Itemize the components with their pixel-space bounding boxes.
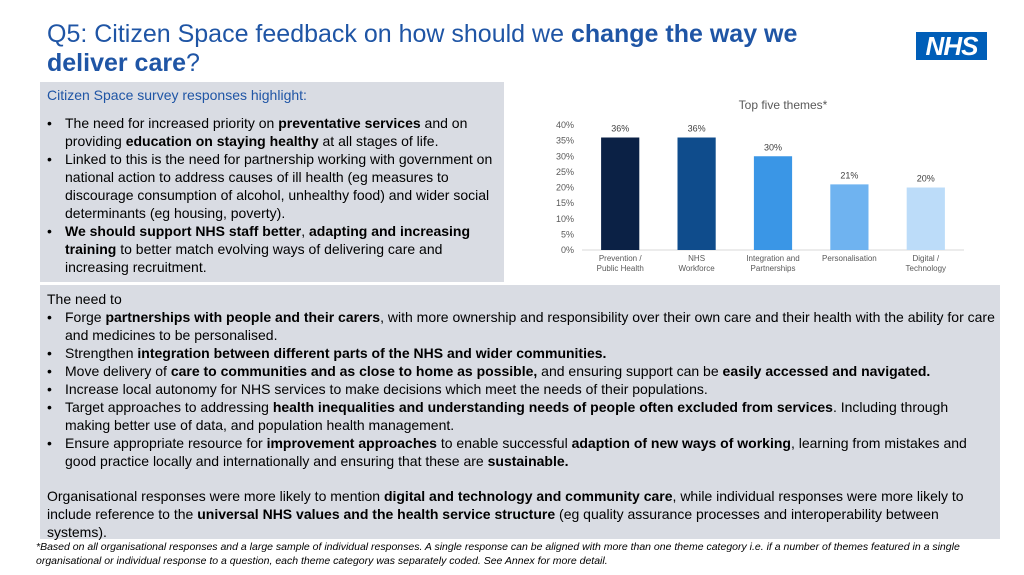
bold-text-run: care to communities and as close to home… <box>170 363 538 379</box>
data-label: 20% <box>917 174 935 184</box>
text-run: The need for increased priority on <box>65 115 279 131</box>
text-run: , while individual responses were more l… <box>47 488 964 522</box>
data-label: 30% <box>764 142 782 152</box>
bold-text-run: universal NHS values and the health serv… <box>197 506 556 522</box>
text-run: . Including through making better use of… <box>65 399 949 433</box>
text-run: Forge <box>65 309 106 325</box>
text-run: Ensure appropriate resource for <box>65 435 267 451</box>
text-run: Move delivery of <box>65 363 171 379</box>
bullet-item: We should support NHS staff better, adap… <box>47 222 502 276</box>
nhs-logo: NHS <box>916 32 987 60</box>
data-label: 21% <box>840 170 858 180</box>
x-tick-label: Partnerships <box>751 264 796 273</box>
x-tick-label: Integration and <box>746 254 799 263</box>
bold-text-run: integration between different parts of t… <box>137 345 607 361</box>
text-run: at all stages of life. <box>318 133 439 149</box>
bold-text-run: health inequalities and understanding ne… <box>272 399 833 415</box>
x-tick-label: Public Health <box>597 264 644 273</box>
x-tick-label: Personalisation <box>822 254 877 263</box>
need-lead: The need to <box>47 291 122 307</box>
bold-text-run: preventative services <box>278 115 421 131</box>
page-title: Q5: Citizen Space feedback on how should… <box>47 20 798 77</box>
bullet-item: The need for increased priority on preve… <box>47 114 502 150</box>
bullet-item: Target approaches to addressing health i… <box>47 398 997 434</box>
text-run: , with more ownership and responsibility… <box>65 309 995 343</box>
bar <box>830 184 869 250</box>
x-tick-label: Prevention / <box>599 254 642 263</box>
bold-text-run: education on staying healthy <box>125 133 319 149</box>
text-run: (eg quality assurance processes and inte… <box>47 506 939 540</box>
x-tick-label: Workforce <box>678 264 715 273</box>
survey-heading: Citizen Space survey responses highlight… <box>47 87 307 103</box>
data-label: 36% <box>611 124 629 134</box>
y-tick-label: 10% <box>556 214 574 224</box>
bullet-item: Increase local autonomy for NHS services… <box>47 380 997 398</box>
y-tick-label: 40% <box>556 120 574 130</box>
y-tick-label: 30% <box>556 151 574 161</box>
survey-bullet-list: The need for increased priority on preve… <box>47 114 502 276</box>
y-tick-label: 0% <box>561 245 574 255</box>
x-tick-label: Digital / <box>912 254 939 263</box>
footnote: *Based on all organisational responses a… <box>36 541 960 567</box>
data-label: 36% <box>688 124 706 134</box>
text-run: , learning from mistakes and good practi… <box>65 435 967 469</box>
bar <box>753 156 793 250</box>
organisational-paragraph: Organisational responses were more likel… <box>47 487 997 541</box>
bullet-item: Move delivery of care to communities and… <box>47 362 997 380</box>
bold-text-run: adapting and increasing training <box>65 223 471 257</box>
bold-text-run: adaption of new ways of working <box>571 435 791 451</box>
bar <box>677 137 716 250</box>
y-tick-label: 15% <box>556 198 574 208</box>
bold-text-run: partnerships with people and their carer… <box>105 309 381 325</box>
bullet-item: Linked to this is the need for partnersh… <box>47 150 502 222</box>
x-tick-label: NHS <box>688 254 705 263</box>
bold-text-run: digital and technology and community car… <box>383 488 673 504</box>
text-run: Increase local autonomy for NHS services… <box>65 381 708 397</box>
text-run: to better match evolving ways of deliver… <box>65 241 443 275</box>
bold-text-run: improvement approaches <box>266 435 437 451</box>
bold-text-run: easily accessed and navigated. <box>722 363 931 379</box>
text-run: to enable successful <box>436 435 572 451</box>
top-themes-bar-chart: Top five themes* 0% 5% 10% 15% 20% 25% 30% 35% 40… <box>556 98 964 273</box>
chart-title: Top five themes* <box>739 98 828 112</box>
y-tick-label: 20% <box>556 183 574 193</box>
bullet-item: Ensure appropriate resource for improvem… <box>47 434 997 470</box>
text-run: , <box>301 223 309 239</box>
bold-text-run: sustainable. <box>487 453 569 469</box>
bullet-item: Forge partnerships with people and their… <box>47 308 997 344</box>
x-tick-label: Technology <box>906 264 946 273</box>
need-bullet-list: Forge partnerships with people and their… <box>47 308 997 470</box>
text-run: Linked to this is the need for partnersh… <box>65 151 493 221</box>
text-run: Organisational responses were more likel… <box>47 488 384 504</box>
text-run: and ensuring support can be <box>537 363 723 379</box>
text-run: Target approaches to addressing <box>65 399 273 415</box>
bar <box>601 137 640 250</box>
bar <box>906 187 945 250</box>
text-run: and on providing <box>65 115 468 149</box>
bullet-item: Strengthen integration between different… <box>47 344 997 362</box>
y-tick-label: 5% <box>561 229 574 239</box>
bold-text-run: We should support NHS staff better <box>65 223 302 239</box>
text-run: Strengthen <box>65 345 138 361</box>
y-tick-label: 25% <box>556 167 574 177</box>
y-tick-label: 35% <box>556 136 574 146</box>
